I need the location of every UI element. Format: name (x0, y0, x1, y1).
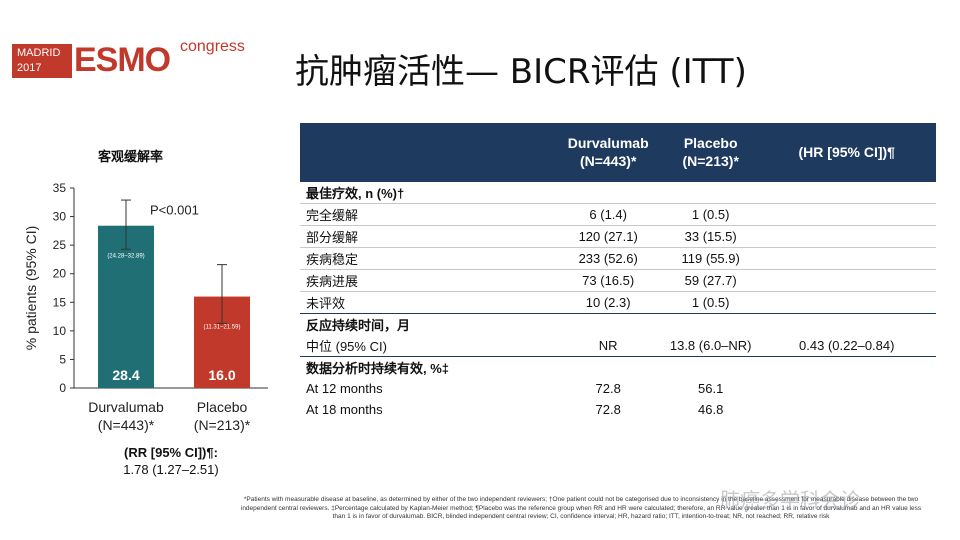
hr-value (757, 291, 936, 314)
placebo-value: 59 (27.7) (663, 269, 758, 292)
logo-city: MADRID (17, 47, 61, 59)
y-tick-label: 35 (53, 181, 67, 195)
logo-city-badge: MADRID 2017 (12, 44, 72, 78)
p-value: P<0.001 (150, 202, 199, 217)
table-row: 中位 (95% CI) NR 13.8 (6.0–NR) 0.43 (0.22–0.8… (300, 335, 936, 357)
value-label: 28.4 (112, 367, 139, 383)
esmo-logo: MADRID 2017 ESMO congress (8, 36, 248, 82)
table-row: At 12 months 72.8 56.1 (300, 378, 936, 399)
table-row: 疾病进展 73 (16.5) 59 (27.7) (300, 269, 936, 292)
row-label: 部分缓解 (300, 225, 553, 248)
table-header-cell: (HR [95% CI])¶ (757, 123, 936, 182)
hr-value (757, 247, 936, 270)
bar-0 (98, 225, 154, 388)
table-section-row: 最佳疗效, n (%)† (300, 181, 936, 204)
placebo-value: 1 (0.5) (663, 291, 758, 314)
hr-value (758, 399, 936, 420)
y-tick-label: 5 (59, 352, 66, 366)
category-label: Placebo (197, 399, 248, 415)
durvalumab-value: NR (598, 338, 618, 353)
durvalumab-value: 120 (27.1) (552, 225, 664, 248)
placebo-value: 1 (0.5) (663, 203, 758, 226)
y-tick-label: 20 (53, 267, 67, 281)
y-axis-label: % patients (95% CI) (23, 226, 39, 351)
table-section-row: 数据分析时持续有效, %‡ (300, 356, 936, 378)
y-tick-label: 15 (53, 295, 67, 309)
hr-value: 0.43 (0.22–0.84) (799, 338, 895, 353)
table-section-row: 反应持续时间，月 (300, 313, 936, 335)
hr-value (757, 225, 936, 248)
table-row: 疾病稳定 233 (52.6) 119 (55.9) (300, 247, 936, 270)
table-row: 完全缓解 6 (1.4) 1 (0.5) (300, 203, 936, 226)
rr-label: (RR [95% CI])¶: (124, 445, 218, 460)
ci-label: (24.28–32.89) (107, 254, 144, 260)
row-label: 疾病稳定 (300, 247, 553, 270)
durvalumab-value: 72.8 (595, 402, 621, 417)
section-title: 反应持续时间，月 (300, 313, 936, 335)
table-header-row: Durvalumab (N=443)* Placebo (N=213)* (HR [95… (300, 123, 936, 182)
watermark: 肺癌多学科会诊 (720, 488, 860, 512)
row-label: At 12 months (306, 381, 383, 396)
logo-brand: ESMO (74, 41, 171, 79)
hr-value (757, 269, 936, 292)
row-label: 未评效 (300, 291, 553, 314)
table-row: 未评效 10 (2.3) 1 (0.5) (300, 291, 936, 314)
footnote: *Patients with measurable disease at bas… (240, 496, 922, 520)
placebo-value: 33 (15.5) (663, 225, 758, 248)
value-label: 16.0 (208, 367, 235, 383)
row-label: 疾病进展 (300, 269, 553, 292)
y-tick-label: 10 (53, 324, 67, 338)
durvalumab-value: 72.8 (595, 381, 621, 396)
section-title: 最佳疗效, n (%)† (300, 181, 936, 204)
durvalumab-value: 233 (52.6) (552, 247, 664, 270)
category-n-label: (N=213)* (194, 417, 251, 433)
slide-title: 抗肿瘤活性— BICR评估 (ITT) (295, 52, 747, 92)
section-title: 数据分析时持续有效, %‡ (300, 356, 936, 378)
placebo-value: 119 (55.9) (663, 247, 758, 270)
durvalumab-value: 73 (16.5) (552, 269, 664, 292)
placebo-value: 46.8 (698, 402, 724, 417)
placebo-value: 56.1 (698, 381, 724, 396)
ci-label: (11.31–21.59) (204, 325, 241, 331)
y-tick-label: 30 (53, 210, 67, 224)
table-header-cell (300, 123, 553, 182)
row-label: 中位 (95% CI) (306, 339, 387, 354)
placebo-value: 13.8 (6.0–NR) (669, 338, 752, 353)
table-row: At 18 months 72.8 46.8 (300, 399, 936, 420)
table-header-cell: Durvalumab (N=443)* (552, 123, 664, 182)
logo-suffix: congress (180, 38, 245, 55)
rr-value: 1.78 (1.27–2.51) (123, 462, 219, 477)
durvalumab-value: 6 (1.4) (552, 203, 664, 226)
table-row: 部分缓解 120 (27.1) 33 (15.5) (300, 225, 936, 248)
y-tick-label: 0 (59, 381, 66, 395)
table-header-cell: Placebo (N=213)* (663, 123, 758, 182)
chart-title: 客观缓解率 (98, 150, 164, 165)
hr-value (758, 378, 936, 399)
hr-value (757, 203, 936, 226)
durvalumab-value: 10 (2.3) (552, 291, 664, 314)
logo-year: 2017 (17, 62, 42, 74)
row-label: 完全缓解 (300, 203, 553, 226)
category-n-label: (N=443)* (98, 417, 155, 433)
rr-box: (RR [95% CI])¶: 1.78 (1.27–2.51) (100, 444, 242, 478)
row-label: At 18 months (306, 402, 383, 417)
y-tick-label: 25 (53, 238, 67, 252)
response-table: Durvalumab (N=443)* Placebo (N=213)* (HR [95… (300, 123, 936, 420)
category-label: Durvalumab (88, 399, 164, 415)
orr-bar-chart: 0 5 10 15 20 25 30 35 % patients (95% CI) (24.28–… (23, 181, 268, 433)
